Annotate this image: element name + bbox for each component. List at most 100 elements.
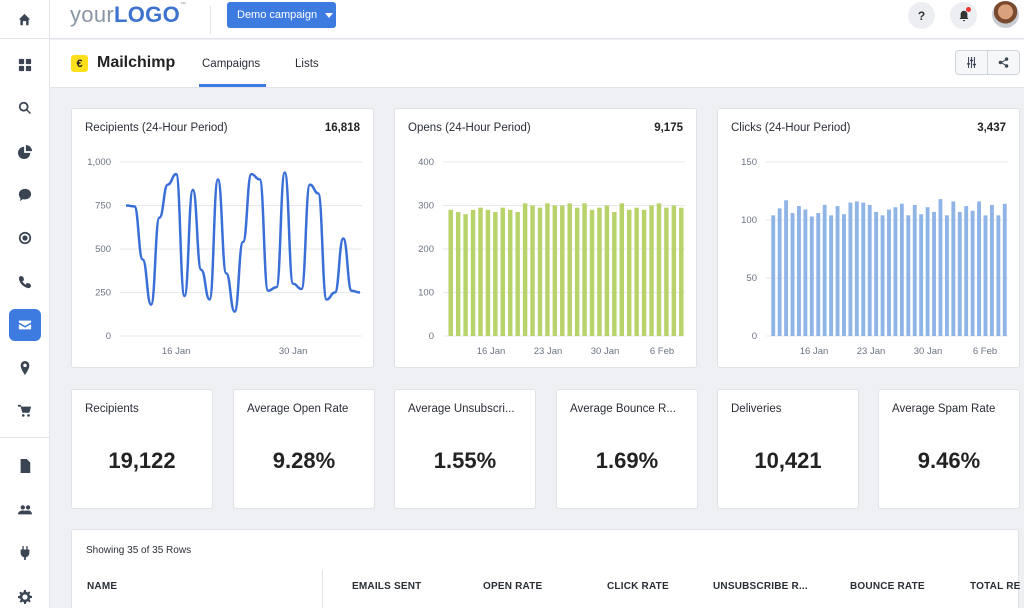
- bar[interactable]: [664, 207, 669, 336]
- bar[interactable]: [656, 203, 662, 336]
- bar[interactable]: [552, 205, 558, 337]
- bar[interactable]: [964, 206, 969, 336]
- bar[interactable]: [784, 200, 789, 336]
- campaign-selector[interactable]: Demo campaign: [227, 2, 336, 28]
- bar[interactable]: [797, 206, 801, 336]
- bar[interactable]: [560, 205, 565, 337]
- bar[interactable]: [574, 207, 580, 336]
- bar[interactable]: [448, 209, 453, 336]
- bar[interactable]: [970, 210, 975, 336]
- bar[interactable]: [906, 215, 911, 336]
- bar[interactable]: [612, 212, 617, 336]
- bar[interactable]: [977, 201, 981, 336]
- bar[interactable]: [932, 211, 936, 336]
- share-button[interactable]: [988, 51, 1019, 74]
- bar[interactable]: [545, 203, 550, 336]
- bar[interactable]: [880, 215, 885, 336]
- bar[interactable]: [874, 211, 879, 336]
- brand-logo[interactable]: yourLOGO™: [70, 2, 187, 27]
- sidebar-item-dashboards[interactable]: [9, 49, 41, 81]
- sidebar-item-targeting[interactable]: [9, 222, 41, 254]
- bar[interactable]: [463, 214, 468, 336]
- bar[interactable]: [507, 209, 513, 336]
- tab-lists[interactable]: Lists: [295, 58, 319, 70]
- user-avatar[interactable]: [992, 1, 1019, 28]
- sidebar-item-reports[interactable]: [9, 450, 41, 482]
- bar[interactable]: [470, 209, 476, 336]
- home-button[interactable]: [0, 0, 49, 39]
- sidebar-item-settings[interactable]: [9, 581, 41, 608]
- bar[interactable]: [515, 212, 520, 336]
- bar[interactable]: [848, 202, 853, 336]
- bar[interactable]: [835, 206, 840, 336]
- column-header-click-rate[interactable]: CLICK RATE: [607, 581, 669, 592]
- bar[interactable]: [530, 205, 535, 337]
- bar[interactable]: [500, 207, 506, 336]
- bar[interactable]: [996, 215, 1001, 336]
- bar[interactable]: [582, 203, 587, 336]
- bar[interactable]: [809, 216, 814, 336]
- column-header-unsubscribe-rate[interactable]: UNSUBSCRIBE R...: [713, 581, 808, 592]
- tab-campaigns[interactable]: Campaigns: [202, 58, 261, 70]
- bar[interactable]: [957, 211, 962, 336]
- bar[interactable]: [842, 214, 846, 336]
- column-header-name[interactable]: NAME: [87, 581, 118, 592]
- bar[interactable]: [522, 203, 528, 336]
- bar[interactable]: [485, 209, 491, 336]
- bar[interactable]: [626, 209, 632, 336]
- sidebar-item-calls[interactable]: [9, 266, 41, 298]
- bar[interactable]: [822, 204, 827, 336]
- bar[interactable]: [803, 209, 808, 336]
- bar[interactable]: [893, 207, 898, 336]
- bar[interactable]: [1002, 203, 1007, 336]
- bar[interactable]: [861, 202, 866, 336]
- sidebar-item-analytics[interactable]: [9, 136, 41, 168]
- bar[interactable]: [912, 204, 917, 336]
- bar[interactable]: [537, 207, 543, 336]
- bar[interactable]: [478, 207, 483, 336]
- bar[interactable]: [854, 201, 859, 336]
- bar[interactable]: [989, 204, 994, 336]
- bar[interactable]: [944, 215, 949, 336]
- column-header-open-rate[interactable]: OPEN RATE: [483, 581, 543, 592]
- bar[interactable]: [641, 209, 647, 336]
- sidebar-item-search[interactable]: [9, 92, 41, 124]
- sidebar-item-users[interactable]: [9, 494, 41, 526]
- bar[interactable]: [567, 203, 572, 336]
- bar[interactable]: [938, 199, 943, 336]
- sidebar-item-integrations[interactable]: [9, 537, 41, 569]
- bar[interactable]: [777, 208, 782, 336]
- column-header-total-revenue[interactable]: TOTAL RE: [970, 581, 1021, 592]
- sidebar-item-chat[interactable]: [9, 179, 41, 211]
- bar[interactable]: [919, 214, 924, 336]
- sidebar-item-ecommerce[interactable]: [9, 395, 41, 427]
- sidebar-item-email[interactable]: [9, 309, 41, 341]
- bar[interactable]: [455, 212, 461, 336]
- bar[interactable]: [604, 205, 610, 337]
- bar[interactable]: [597, 207, 602, 336]
- bar[interactable]: [887, 209, 891, 336]
- bar[interactable]: [899, 203, 904, 336]
- bar[interactable]: [619, 203, 625, 336]
- bar[interactable]: [493, 212, 498, 336]
- series-line[interactable]: [125, 171, 361, 313]
- sidebar-item-locations[interactable]: [9, 352, 41, 384]
- bar[interactable]: [589, 209, 595, 336]
- bar[interactable]: [951, 201, 956, 336]
- bar[interactable]: [816, 213, 821, 336]
- bar[interactable]: [867, 204, 872, 336]
- notifications-button[interactable]: [950, 2, 977, 29]
- bar[interactable]: [925, 207, 930, 336]
- column-header-bounce-rate[interactable]: BOUNCE RATE: [850, 581, 925, 592]
- bar[interactable]: [790, 213, 795, 336]
- bar[interactable]: [649, 205, 654, 337]
- bar[interactable]: [983, 215, 988, 336]
- bar[interactable]: [679, 207, 684, 336]
- bar[interactable]: [829, 215, 834, 336]
- bar[interactable]: [634, 207, 639, 336]
- column-header-emails-sent[interactable]: EMAILS SENT: [352, 581, 422, 592]
- help-button[interactable]: ?: [908, 2, 935, 29]
- bar[interactable]: [671, 205, 677, 337]
- filter-settings-button[interactable]: [956, 51, 988, 74]
- bar[interactable]: [771, 215, 776, 336]
